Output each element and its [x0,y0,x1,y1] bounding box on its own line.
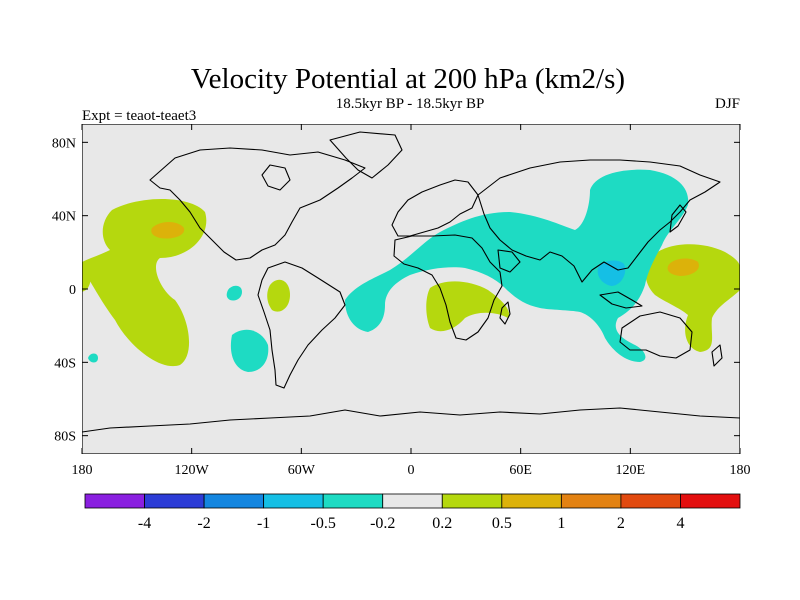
colorbar-label: 0.2 [432,515,452,532]
colorbar-label: 4 [676,515,684,532]
europe-coast [391,179,479,237]
hudson-bay-coast [261,164,291,191]
colorbar-swatch [560,493,622,509]
colorbar-swatch [441,493,503,509]
strong-negative-region-southeast-asia [597,260,626,286]
season-label: DJF [715,96,740,112]
colorbar-label: -2 [197,515,210,532]
lon-tick-label: 60W [288,463,316,478]
colorbar-swatch [322,493,384,509]
figure-title: Velocity Potential at 200 hPa (km2/s) [191,63,625,95]
colorbar-swatch [501,493,562,509]
maritime-continent-coast [599,291,643,309]
colorbar-swatch [263,493,324,509]
south-america-coast [257,261,346,389]
colorbar-swatch [144,493,205,509]
lon-tick-label: 0 [408,463,415,478]
coastlines [82,131,740,433]
colorbar-label: -0.2 [370,515,395,532]
colorbar-label: 2 [617,515,625,532]
colorbar-label: -0.5 [311,515,336,532]
lon-tick-label: 180 [730,463,751,478]
longitude-axis: 180 120W 60W 0 60E 120E 180 [72,124,751,478]
positive-anomaly-regions [82,198,740,367]
lat-tick-label: 80S [54,430,76,445]
lat-tick-label: 80N [52,136,76,151]
lat-tick-label: 40N [52,210,76,225]
colorbar: -4 -2 -1 -0.5 -0.2 0.2 0.5 1 2 4 [84,493,741,532]
north-america-coast [149,147,366,261]
experiment-label: Expt = teaot-teaet3 [82,108,196,124]
new-zealand-coast [711,344,723,367]
lat-tick-label: 40S [54,356,76,371]
negative-region-south-pacific-east [230,329,269,372]
lon-tick-label: 120W [175,463,210,478]
lon-tick-label: 120E [616,463,646,478]
madagascar-coast [499,301,511,325]
africa-coast [393,234,503,341]
asia-coast [477,159,721,283]
negative-region-south-pacific-west [88,353,98,363]
colorbar-swatch [84,493,145,509]
positive-region-dateline-east [82,262,91,292]
colorbar-swatch [620,493,681,509]
colorbar-swatch [382,493,443,509]
antarctica-coast [82,407,740,433]
lat-tick-label: 0 [69,283,76,298]
colorbar-label: 0.5 [492,515,512,532]
strong-positive-region-west-pacific [667,258,699,276]
figure-subtitle: 18.5kyr BP - 18.5kyr BP [336,96,485,112]
positive-region-north-pacific [82,198,207,367]
lon-tick-label: 180 [72,463,93,478]
positive-region-southern-africa [426,281,510,332]
arabia-india-coast [497,249,521,273]
colorbar-label: 1 [557,515,565,532]
colorbar-label: -4 [138,515,151,532]
colorbar-swatch [203,493,265,509]
negative-region-east-pacific-small [226,285,242,301]
map-panel [82,124,740,454]
greenland-coast [329,131,403,179]
colorbar-label: -1 [257,515,270,532]
japan-coast [669,204,687,233]
colorbar-swatch [680,493,741,509]
australia-coast [619,311,693,359]
strong-positive-region-north-pacific [151,222,185,239]
lon-tick-label: 60E [509,463,532,478]
positive-region-south-america [267,279,290,312]
latitude-axis: 80N 40N 0 40S 80S [52,136,740,445]
